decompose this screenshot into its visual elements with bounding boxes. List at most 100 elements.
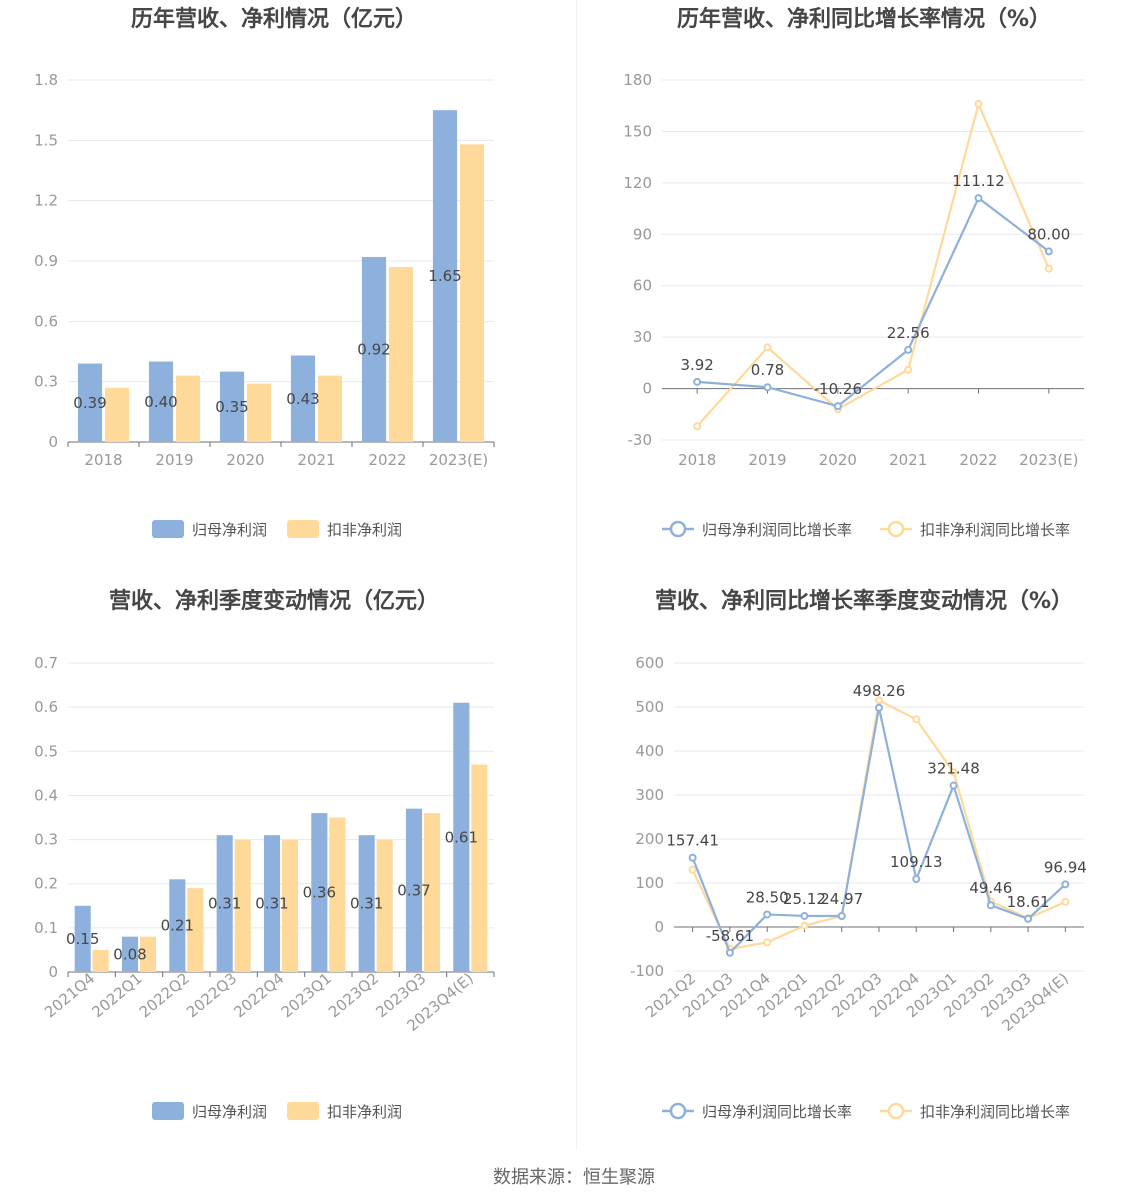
line-point (875, 703, 883, 712)
y-tick-label: 0.9 (34, 252, 58, 270)
line-point (693, 377, 702, 386)
legend-marker (669, 1102, 687, 1120)
line-point (837, 912, 846, 921)
line-data-label: 157.41 (666, 832, 719, 850)
x-tick-label: 2022Q1 (88, 969, 145, 1021)
legend-label: 扣非净利润 (327, 1103, 402, 1121)
line-point (833, 402, 842, 411)
bar (92, 949, 109, 972)
bar-data-label: 0.31 (255, 895, 288, 913)
legend-label: 归母净利润同比增长率 (702, 521, 852, 539)
y-tick-label: 150 (623, 122, 652, 140)
line-data-label: 3.92 (680, 356, 713, 374)
y-tick-label: 0.3 (34, 831, 58, 849)
bar (459, 144, 485, 442)
y-tick-label: 0 (48, 963, 58, 981)
line-point (1044, 247, 1053, 256)
line-data-label: 498.26 (853, 682, 906, 700)
chart-title: 历年营收、净利情况（亿元） (131, 6, 417, 32)
x-tick-label: 2021 (297, 451, 335, 469)
bar-data-label: 0.37 (397, 881, 430, 899)
bar (169, 879, 186, 972)
bar (216, 835, 233, 972)
line-point (800, 921, 809, 930)
legend-marker (669, 520, 687, 538)
bar-data-label: 0.08 (113, 945, 146, 963)
bar (187, 888, 204, 972)
y-tick-label: 500 (635, 698, 664, 716)
line-data-label: 22.56 (887, 324, 930, 342)
legend-swatch (287, 520, 319, 538)
bar (361, 256, 387, 442)
bar-data-label: 1.65 (428, 267, 461, 285)
chart-quarterly-profit: 营收、净利季度变动情况（亿元） 0 0.1 0.2 0.3 0.4 0.5 0.6 0.7 202… (0, 580, 574, 1160)
legend-label: 归母净利润同比增长率 (702, 1103, 852, 1121)
line-data-label: -58.61 (706, 927, 754, 945)
line-point (912, 715, 921, 724)
line-data-label: 0.78 (751, 361, 784, 379)
line-point (763, 343, 772, 352)
bar (405, 808, 423, 972)
y-tick-label: 600 (635, 654, 664, 672)
x-tick-label: 2023(E) (429, 451, 488, 469)
legend-label: 归母净利润 (192, 1103, 267, 1121)
line-point (949, 768, 958, 777)
y-tick-label: 1.2 (34, 192, 58, 210)
chart-quarterly-growth: 营收、净利同比增长率季度变动情况（%） -100 0 100 200 300 400 500 6… (574, 580, 1148, 1160)
chart-annual-growth-svg: 历年营收、净利同比增长率情况（%） -30 0 30 60 90 120 150 180 2018… (623, 6, 1084, 539)
line-point (725, 948, 734, 957)
bar (121, 936, 139, 972)
bar-data-label: 0.92 (357, 340, 390, 358)
chart-annual-profit: 历年营收、净利情况（亿元） 0 0.3 0.6 0.9 1.2 1.5 1.8 2018 2019… (0, 0, 574, 580)
data-source-note: 数据来源：恒生聚源 (493, 1167, 655, 1188)
bar (139, 936, 157, 972)
x-tick-label: 2018 (84, 451, 122, 469)
y-tick-label: 0.6 (34, 312, 58, 330)
line-point (974, 194, 983, 203)
bar (74, 905, 91, 972)
x-tick-label: 2019 (748, 451, 786, 469)
x-tick-label: 2023Q2 (325, 969, 382, 1021)
bar-data-label: 0.43 (286, 390, 319, 408)
y-tick-label: 90 (633, 225, 652, 243)
y-tick-label: 180 (623, 71, 652, 89)
bar (329, 817, 346, 972)
y-tick-label: 0.3 (34, 373, 58, 391)
chart-quarterly-profit-svg: 营收、净利季度变动情况（亿元） 0 0.1 0.2 0.3 0.4 0.5 0.6 0.7 202… (34, 588, 495, 1121)
bar-data-label: 0.39 (73, 394, 106, 412)
line-point (1061, 897, 1070, 906)
line-point (949, 781, 958, 790)
legend-marker (887, 520, 905, 538)
y-tick-label: 0.7 (34, 654, 58, 672)
y-tick-label: 0.6 (34, 698, 58, 716)
line-point (688, 865, 697, 874)
bar-data-label: 0.31 (208, 895, 241, 913)
line-point (974, 100, 983, 108)
bar (246, 383, 272, 442)
y-tick-label: 60 (633, 277, 652, 295)
x-tick-label: 2023(E) (1019, 451, 1078, 469)
bar (281, 839, 299, 972)
series-line (697, 196, 1050, 408)
x-tick-label: 2019 (155, 451, 193, 469)
series-line (691, 707, 1067, 955)
y-tick-label: -100 (630, 962, 664, 980)
y-tick-label: 0.4 (34, 786, 58, 804)
bar (423, 813, 441, 972)
legend-label: 扣非净利润同比增长率 (920, 521, 1070, 539)
panel-divider (576, 0, 577, 1150)
line-data-label: 49.46 (969, 879, 1012, 897)
x-tick-label: 2020 (226, 451, 264, 469)
x-tick-label: 2023Q1 (278, 969, 335, 1021)
bar (471, 764, 488, 972)
y-tick-label: 0 (642, 380, 652, 398)
line-point (800, 911, 809, 920)
chart-quarterly-growth-svg: 营收、净利同比增长率季度变动情况（%） -100 0 100 200 300 400 500 6… (630, 588, 1087, 1121)
line-data-label: -10.26 (814, 380, 862, 398)
line-point (986, 901, 995, 910)
y-tick-label: 100 (635, 874, 664, 892)
y-tick-label: 1.5 (34, 131, 58, 149)
bar (453, 702, 470, 972)
line-data-label: 321.48 (927, 760, 980, 778)
bar (104, 387, 130, 442)
